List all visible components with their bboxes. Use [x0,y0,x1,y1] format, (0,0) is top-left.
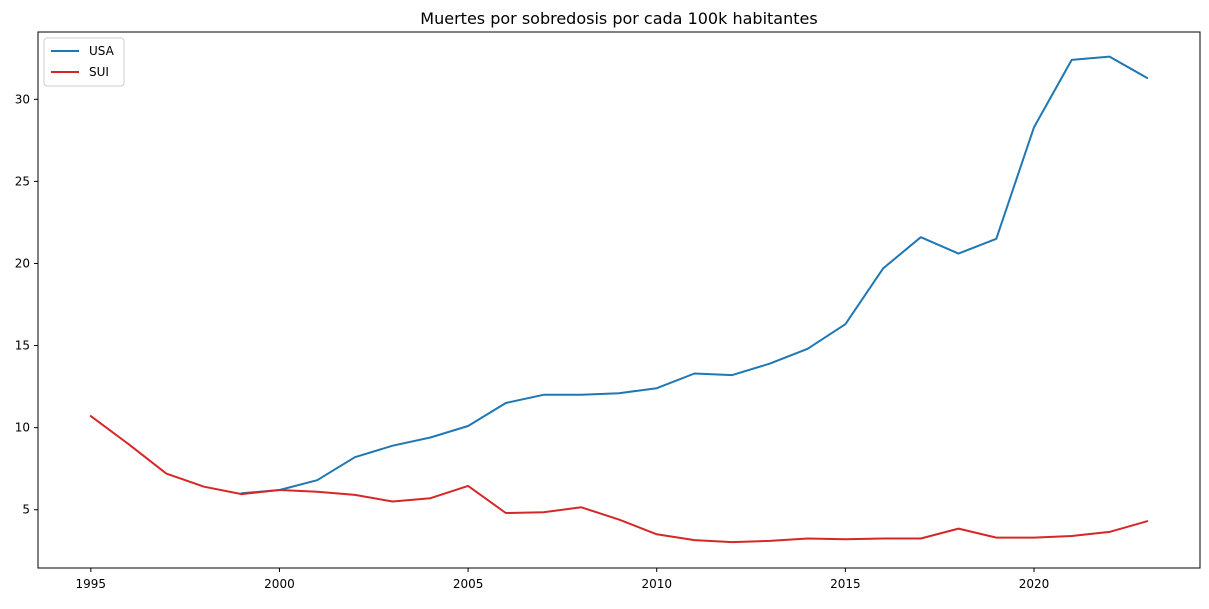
y-tick-label: 15 [15,339,30,353]
x-tick-label: 2010 [641,577,672,591]
legend-label-sui: SUI [89,65,109,79]
x-tick-label: 2000 [264,577,295,591]
series-line-sui [89,415,1149,544]
x-tick-label: 2005 [453,577,484,591]
series-line-usa [240,55,1149,495]
plot-frame [37,31,1201,569]
y-tick-label: 30 [15,92,30,106]
legend: USA SUI [43,37,125,87]
x-tick-label: 2020 [1019,577,1050,591]
legend-label-usa: USA [89,44,115,58]
x-tick-label: 2015 [830,577,861,591]
chart-title: Muertes por sobredosis por cada 100k hab… [420,9,817,28]
series-layer [89,55,1149,544]
plot-area [37,31,1201,569]
y-tick-label: 10 [15,421,30,435]
x-axis: 1995 2000 2005 2010 2015 2020 [76,568,1050,591]
y-axis: 5 10 15 20 25 30 [15,92,38,517]
y-tick-label: 20 [15,256,30,270]
y-tick-label: 5 [22,503,30,517]
x-tick-label: 1995 [76,577,107,591]
y-tick-label: 25 [15,174,30,188]
